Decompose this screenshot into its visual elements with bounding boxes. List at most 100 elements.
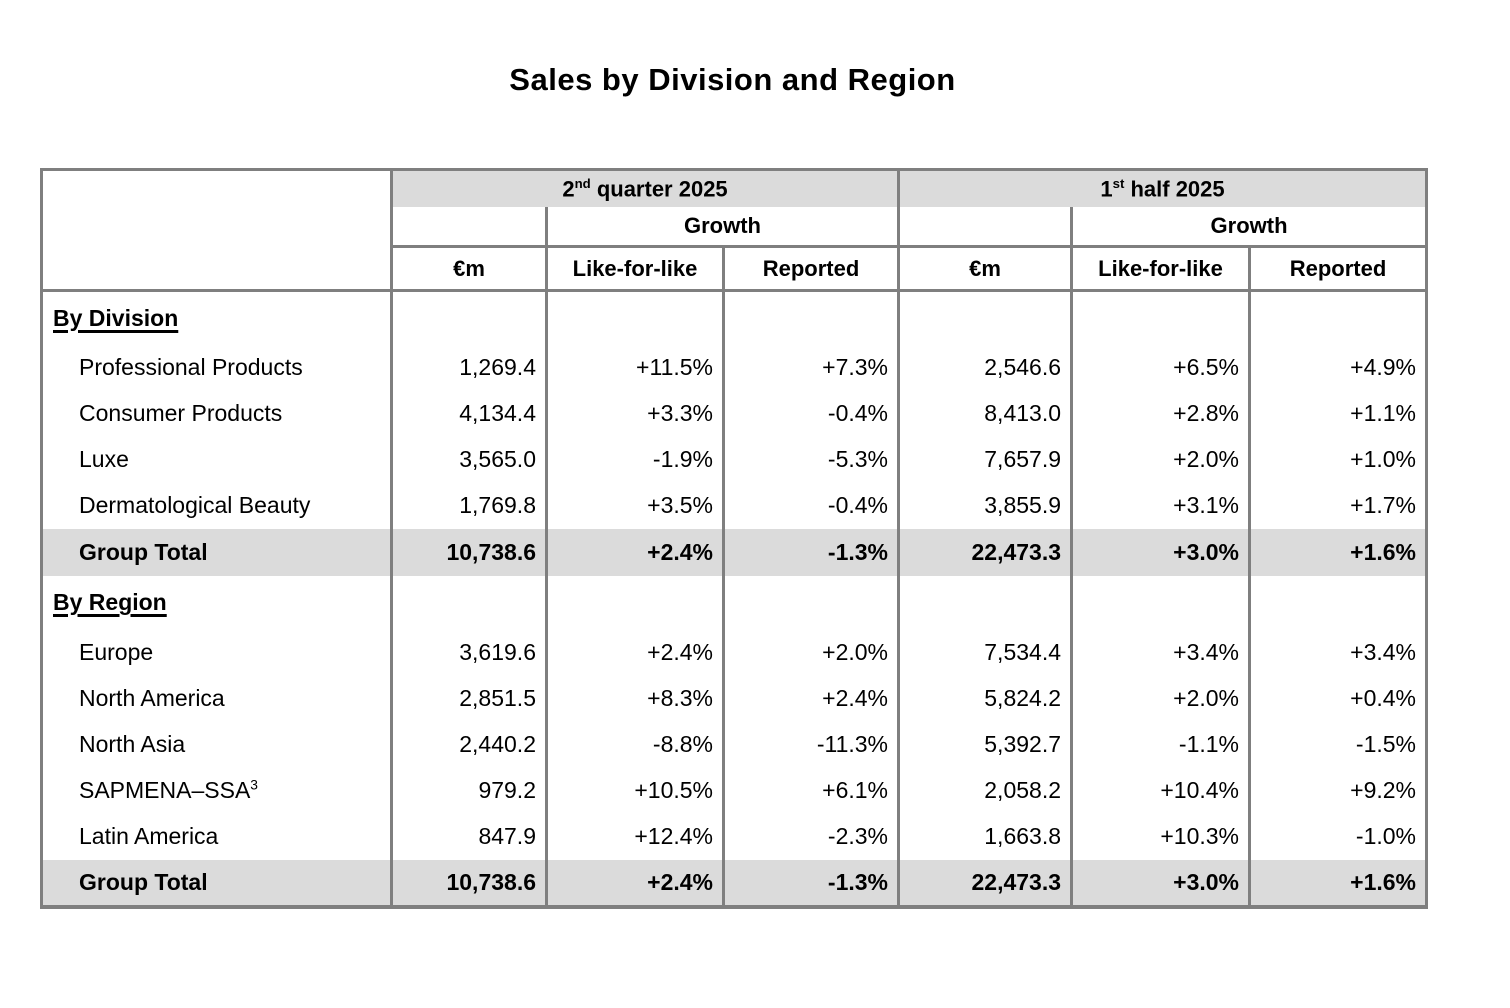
cell-eurm-q2: 847.9 xyxy=(390,813,547,860)
cell-eurm-h1: 8,413.0 xyxy=(897,390,1072,437)
cell-eurm-q2: 979.2 xyxy=(390,767,547,814)
empty-cell xyxy=(390,290,547,345)
cell-reported-h1: +1.6% xyxy=(1248,859,1427,907)
sales-table: 2nd quarter 2025 1st half 2025 Growth Gr… xyxy=(40,168,1429,909)
cell-lfl-h1: +3.1% xyxy=(1070,482,1250,529)
header-lfl-q2: Like-for-like xyxy=(545,246,724,292)
cell-lfl-q2: -1.9% xyxy=(545,436,724,483)
cell-lfl-h1: +10.3% xyxy=(1070,813,1250,860)
header-row-columns: €m Like-for-like Reported €m Like-for-li… xyxy=(42,246,1427,292)
cell-lfl-q2: +3.3% xyxy=(545,390,724,437)
cell-lfl-q2: +3.5% xyxy=(545,482,724,529)
cell-lfl-h1: +3.0% xyxy=(1070,528,1250,576)
table-row-group-total-division: Group Total 10,738.6 +2.4% -1.3% 22,473.… xyxy=(41,528,1427,576)
cell-reported-q2: -1.3% xyxy=(721,859,899,907)
cell-reported-q2: -0.4% xyxy=(721,482,899,529)
header-row-growth: Growth Growth xyxy=(42,206,1427,248)
table-row-professional-products: Professional Products 1,269.4 +11.5% +7.… xyxy=(42,344,1427,391)
cell-lfl-q2: +2.4% xyxy=(545,629,724,676)
cell-lfl-q2: +2.4% xyxy=(545,859,724,907)
header-eurm-h1: €m xyxy=(897,246,1072,292)
header-row-periods: 2nd quarter 2025 1st half 2025 xyxy=(41,169,1427,292)
cell-eurm-h1: 22,473.3 xyxy=(897,528,1072,576)
total-label: Group Total xyxy=(41,528,392,576)
row-label: Luxe xyxy=(79,446,129,472)
cell-reported-h1: +3.4% xyxy=(1248,629,1427,676)
cell-reported-q2: -2.3% xyxy=(721,813,899,860)
cell-eurm-q2: 10,738.6 xyxy=(390,859,547,907)
spacer-cell-q2 xyxy=(390,206,547,248)
cell-eurm-h1: 2,058.2 xyxy=(897,767,1072,814)
cell-eurm-h1: 3,855.9 xyxy=(897,482,1072,529)
table-row-sapmena-ssa: SAPMENA–SSA3 979.2 +10.5% +6.1% 2,058.2 … xyxy=(42,767,1427,814)
cell-eurm-h1: 5,824.2 xyxy=(897,675,1072,722)
col-group-q2-2025: 2nd quarter 2025 xyxy=(389,169,899,207)
cell-eurm-h1: 5,392.7 xyxy=(897,721,1072,768)
cell-reported-q2: -5.3% xyxy=(721,436,899,483)
table-row-luxe: Luxe 3,565.0 -1.9% -5.3% 7,657.9 +2.0% +… xyxy=(42,436,1427,483)
cell-reported-h1: +1.6% xyxy=(1248,528,1427,576)
q2-prefix: 2 xyxy=(562,175,575,201)
section-heading-division: By Division xyxy=(53,304,179,331)
row-label: North Asia xyxy=(79,731,186,757)
cell-eurm-h1: 7,534.4 xyxy=(897,629,1072,676)
cell-lfl-q2: +8.3% xyxy=(545,675,724,722)
empty-cell xyxy=(721,290,899,345)
h1-suffix: half 2025 xyxy=(1124,175,1225,201)
page: Sales by Division and Region 2nd quarter… xyxy=(40,62,1429,909)
cell-eurm-q2: 1,769.8 xyxy=(390,482,547,529)
cell-lfl-q2: +12.4% xyxy=(545,813,724,860)
cell-eurm-h1: 7,657.9 xyxy=(897,436,1072,483)
corner-cell xyxy=(41,169,392,292)
cell-lfl-h1: +2.0% xyxy=(1070,436,1250,483)
cell-lfl-q2: +10.5% xyxy=(545,767,724,814)
cell-reported-q2: -0.4% xyxy=(721,390,899,437)
cell-eurm-q2: 2,851.5 xyxy=(390,675,547,722)
cell-lfl-h1: +2.0% xyxy=(1070,675,1250,722)
cell-reported-q2: -11.3% xyxy=(721,721,899,768)
cell-reported-h1: +0.4% xyxy=(1248,675,1427,722)
h1-prefix: 1 xyxy=(1100,175,1113,201)
empty-cell xyxy=(897,575,1072,630)
cell-eurm-h1: 22,473.3 xyxy=(897,859,1072,907)
table-row-group-total-region: Group Total 10,738.6 +2.4% -1.3% 22,473.… xyxy=(41,859,1427,907)
cell-reported-h1: -1.0% xyxy=(1248,813,1427,860)
q2-ordinal-sup: nd xyxy=(574,175,591,191)
cell-lfl-h1: +3.4% xyxy=(1070,629,1250,676)
cell-reported-h1: +4.9% xyxy=(1248,344,1427,391)
header-reported-h1: Reported xyxy=(1248,246,1427,292)
empty-cell xyxy=(390,575,547,630)
cell-reported-h1: -1.5% xyxy=(1248,721,1427,768)
table-row-consumer-products: Consumer Products 4,134.4 +3.3% -0.4% 8,… xyxy=(42,390,1427,437)
cell-eurm-h1: 2,546.6 xyxy=(897,344,1072,391)
cell-lfl-q2: +11.5% xyxy=(545,344,724,391)
table-row-north-asia: North Asia 2,440.2 -8.8% -11.3% 5,392.7 … xyxy=(42,721,1427,768)
cell-eurm-q2: 2,440.2 xyxy=(390,721,547,768)
table-row-europe: Europe 3,619.6 +2.4% +2.0% 7,534.4 +3.4%… xyxy=(42,629,1427,676)
table-row-dermatological-beauty: Dermatological Beauty 1,769.8 +3.5% -0.4… xyxy=(42,482,1427,529)
row-label: Consumer Products xyxy=(79,400,283,426)
cell-reported-q2: +6.1% xyxy=(721,767,899,814)
cell-lfl-q2: +2.4% xyxy=(545,528,724,576)
cell-reported-q2: +7.3% xyxy=(721,344,899,391)
section-heading-row-division: By Division xyxy=(42,290,1427,345)
empty-cell xyxy=(897,290,1072,345)
cell-eurm-q2: 10,738.6 xyxy=(390,528,547,576)
section-heading-row-region: By Region xyxy=(42,575,1427,630)
cell-lfl-h1: -1.1% xyxy=(1070,721,1250,768)
growth-header-h1: Growth xyxy=(1070,206,1427,248)
total-label: Group Total xyxy=(41,859,392,907)
footnote-3-sup: 3 xyxy=(250,777,258,793)
cell-reported-h1: +1.1% xyxy=(1248,390,1427,437)
cell-reported-h1: +1.0% xyxy=(1248,436,1427,483)
table-row-north-america: North America 2,851.5 +8.3% +2.4% 5,824.… xyxy=(42,675,1427,722)
empty-cell xyxy=(1248,290,1427,345)
growth-header-q2: Growth xyxy=(544,206,899,248)
q2-suffix: quarter 2025 xyxy=(590,175,728,201)
cell-eurm-q2: 4,134.4 xyxy=(390,390,547,437)
row-label: Europe xyxy=(79,639,154,665)
empty-cell xyxy=(721,575,899,630)
spacer-cell-h1 xyxy=(897,206,1072,248)
cell-lfl-h1: +3.0% xyxy=(1070,859,1250,907)
page-title: Sales by Division and Region xyxy=(509,62,956,97)
